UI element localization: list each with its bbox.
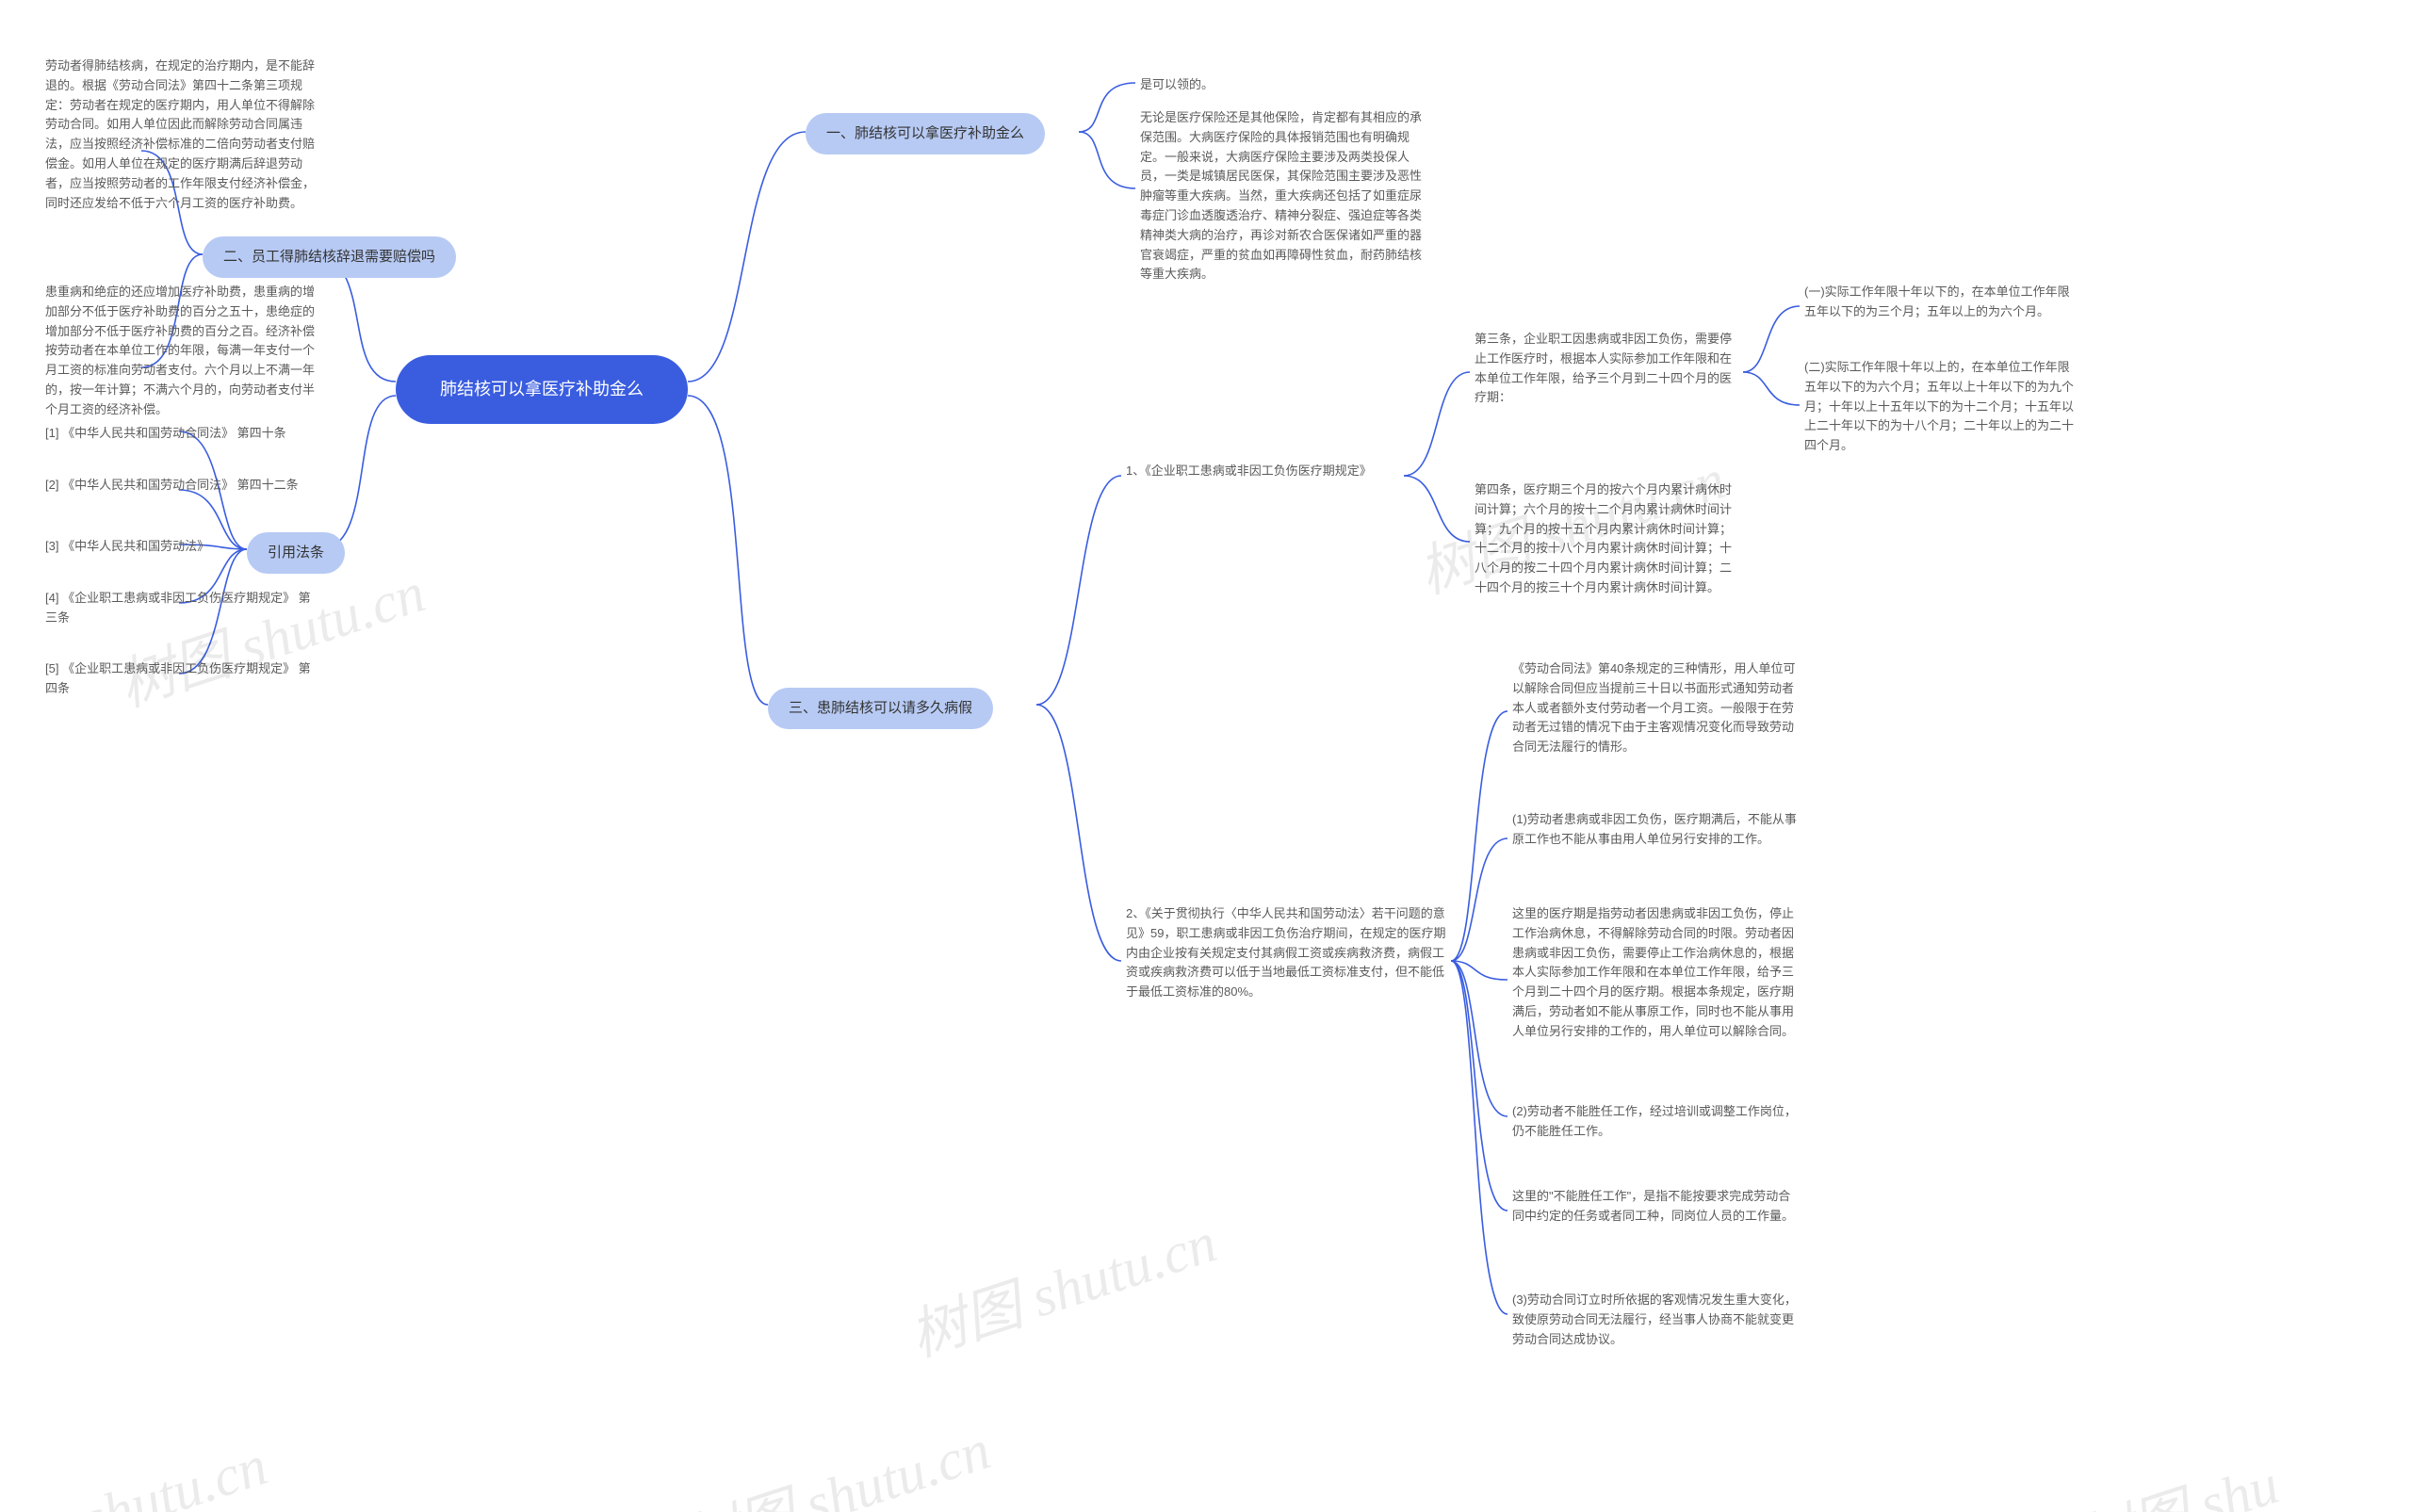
watermark: 树图 shu [2066, 1439, 2288, 1512]
branch-3[interactable]: 三、患肺结核可以请多久病假 [768, 688, 993, 729]
branch-4-child-5: [5] 《企业职工患病或非因工负伤医疗期规定》 第四条 [45, 659, 318, 699]
branch-3-1-a-ii: (二)实际工作年限十年以上的，在本单位工作年限五年以下的为六个月；五年以上十年以… [1804, 358, 2078, 456]
branch-4-child-1: [1] 《中华人民共和国劳动合同法》 第四十条 [45, 424, 286, 444]
watermark: 树图 shutu.cn [898, 1196, 1225, 1373]
branch-1-child-1: 是可以领的。 [1140, 75, 1214, 95]
branch-3-child-1: 1、《企业职工患病或非因工负伤医疗期规定》 [1126, 462, 1372, 481]
watermark: 树图 shutu.cn [672, 1404, 999, 1512]
branch-2-child-2: 患重病和绝症的还应增加医疗补助费，患重病的增加部分不低于医疗补助费的百分之五十，… [45, 283, 323, 420]
branch-2-child-1: 劳动者得肺结核病，在规定的治疗期内，是不能辞退的。根据《劳动合同法》第四十二条第… [45, 57, 323, 213]
root-node[interactable]: 肺结核可以拿医疗补助金么 [396, 355, 688, 424]
branch-4-child-3: [3] 《中华人民共和国劳动法》 [45, 537, 209, 557]
branch-4-child-2: [2] 《中华人民共和国劳动合同法》 第四十二条 [45, 476, 299, 496]
watermark: shutu.cn [74, 1433, 275, 1512]
branch-3-1-a-i: (一)实际工作年限十年以下的，在本单位工作年限五年以下的为三个月；五年以上的为六… [1804, 283, 2078, 322]
branch-4-child-4: [4] 《企业职工患病或非因工负伤医疗期规定》 第三条 [45, 589, 318, 628]
branch-3-2-c: 这里的医疗期是指劳动者因患病或非因工负伤，停止工作治病休息，不得解除劳动合同的时… [1512, 904, 1800, 1042]
branch-3-2-e: 这里的"不能胜任工作"，是指不能按要求完成劳动合同中约定的任务或者同工种，同岗位… [1512, 1187, 1800, 1227]
branch-3-label: 三、患肺结核可以请多久病假 [789, 700, 972, 716]
branch-1-child-2: 无论是医疗保险还是其他保险，肯定都有其相应的承保范围。大病医疗保险的具体报销范围… [1140, 108, 1432, 285]
branch-2-label: 二、员工得肺结核辞退需要赔偿吗 [223, 249, 435, 265]
root-label: 肺结核可以拿医疗补助金么 [440, 380, 644, 398]
branch-3-1-b: 第四条，医疗期三个月的按六个月内累计病休时间计算；六个月的按十二个月内累计病休时… [1475, 480, 1743, 598]
branch-3-2-a: 《劳动合同法》第40条规定的三种情形，用人单位可以解除合同但应当提前三十日以书面… [1512, 659, 1800, 757]
branch-3-1-a: 第三条，企业职工因患病或非因工负伤，需要停止工作医疗时，根据本人实际参加工作年限… [1475, 330, 1743, 408]
branch-3-2-d: (2)劳动者不能胜任工作，经过培训或调整工作岗位，仍不能胜任工作。 [1512, 1102, 1800, 1142]
branch-2[interactable]: 二、员工得肺结核辞退需要赔偿吗 [203, 236, 456, 278]
branch-1[interactable]: 一、肺结核可以拿医疗补助金么 [806, 113, 1045, 154]
branch-1-label: 一、肺结核可以拿医疗补助金么 [826, 125, 1024, 141]
branch-3-child-2: 2、《关于贯彻执行〈中华人民共和国劳动法〉若干问题的意见》59，职工患病或非因工… [1126, 904, 1451, 1002]
branch-4[interactable]: 引用法条 [247, 532, 345, 574]
branch-3-2-b: (1)劳动者患病或非因工负伤，医疗期满后，不能从事原工作也不能从事由用人单位另行… [1512, 810, 1800, 850]
branch-4-label: 引用法条 [268, 545, 324, 561]
branch-3-2-f: (3)劳动合同订立时所依据的客观情况发生重大变化，致使原劳动合同无法履行，经当事… [1512, 1291, 1800, 1349]
